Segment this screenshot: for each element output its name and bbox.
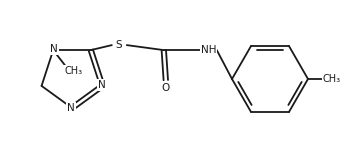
Text: CH₃: CH₃ [64,66,82,76]
Text: CH₃: CH₃ [323,74,341,84]
Text: N: N [67,103,75,113]
Text: O: O [162,83,170,93]
Text: S: S [115,40,122,50]
Text: NH: NH [201,45,216,55]
Text: N: N [50,44,58,54]
Text: N: N [98,80,105,90]
